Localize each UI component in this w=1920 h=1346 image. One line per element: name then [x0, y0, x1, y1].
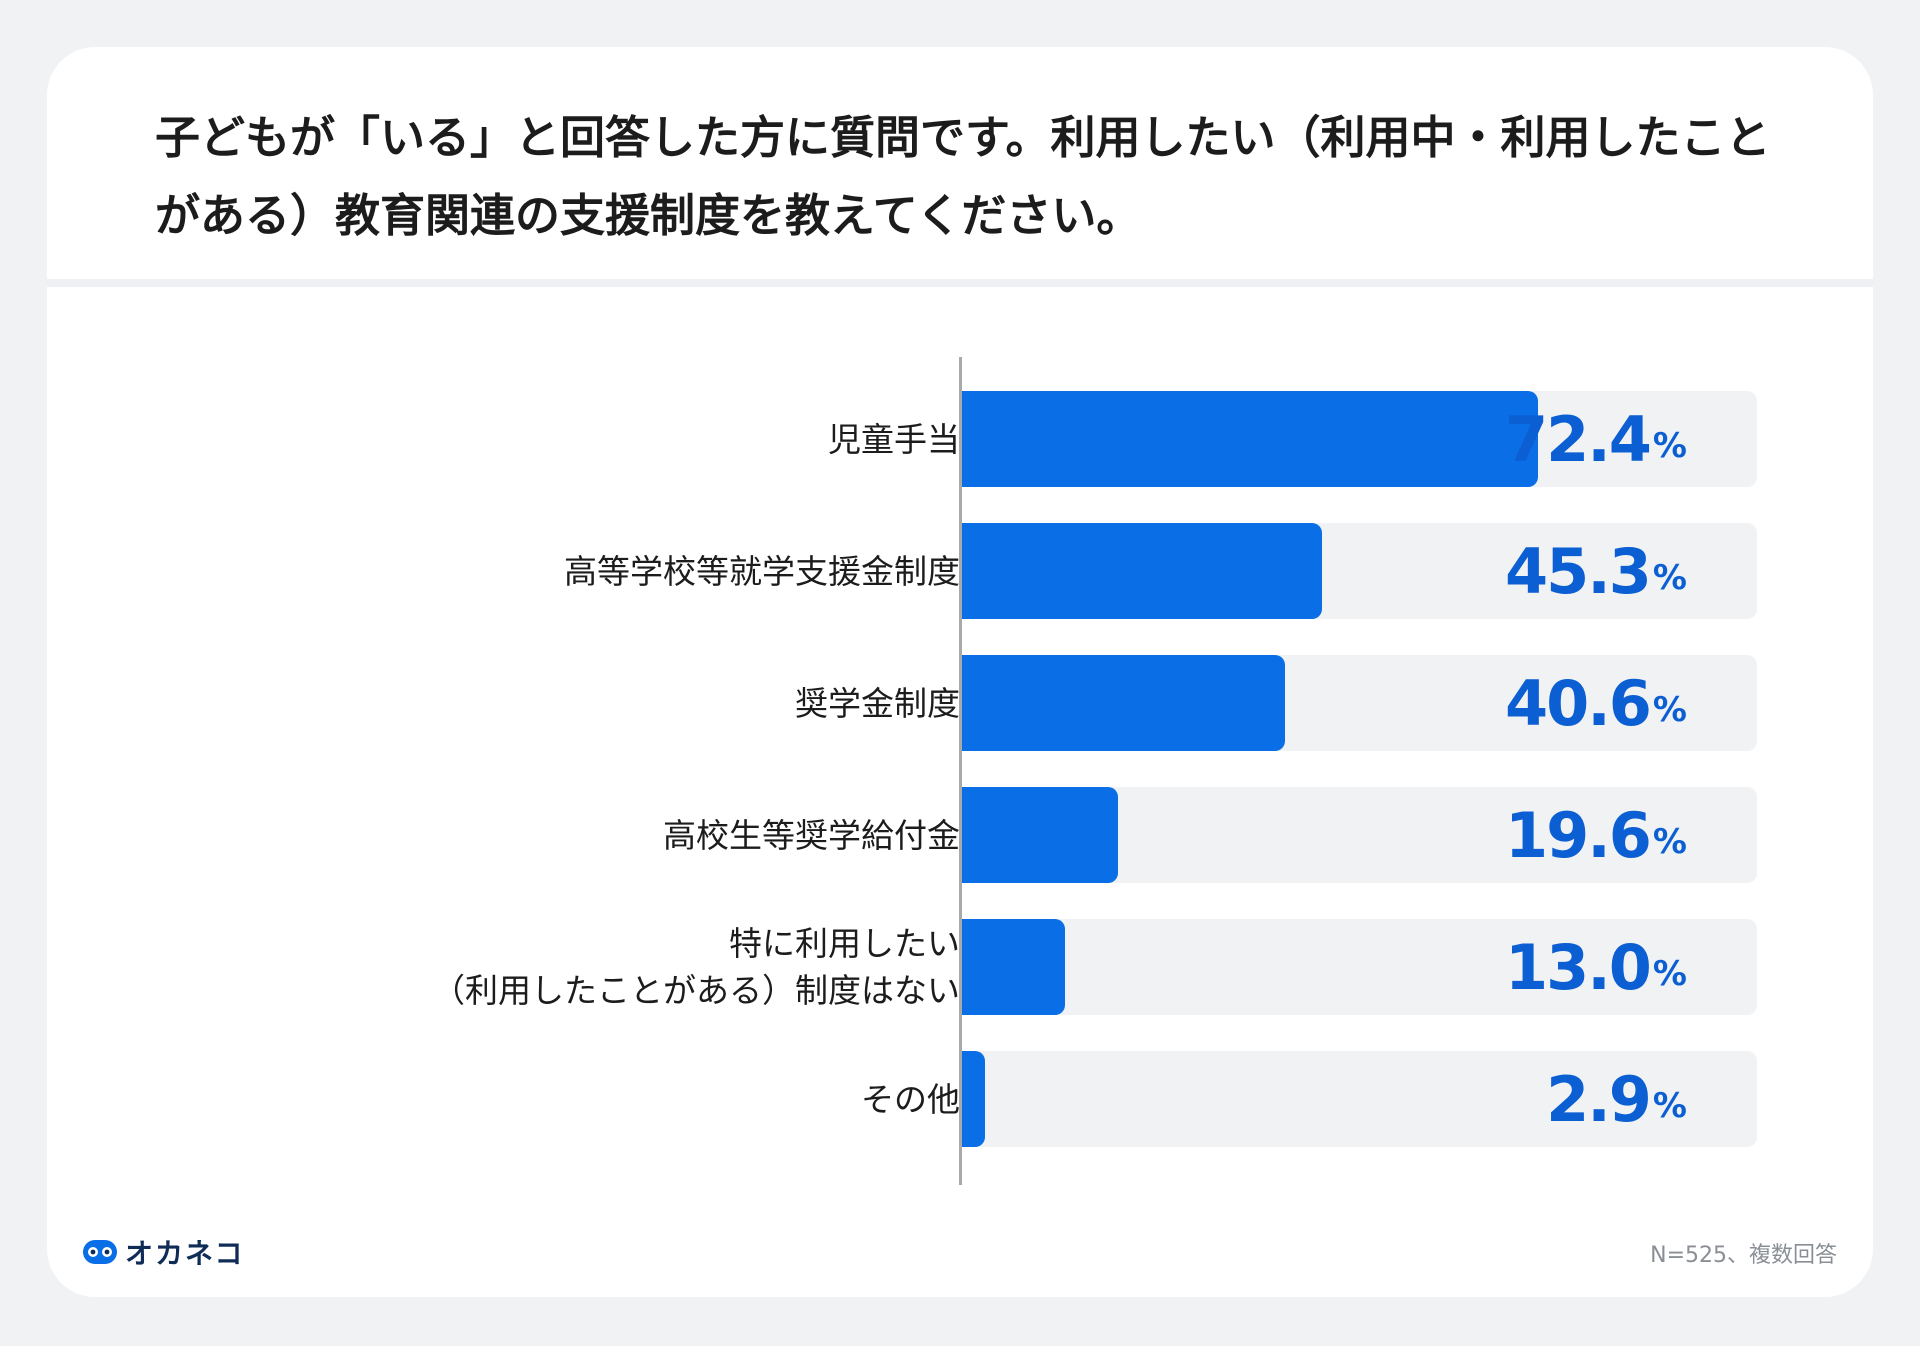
category-label: 高等学校等就学支援金制度	[564, 551, 960, 591]
value-number: 45.3	[1504, 534, 1652, 608]
bar-row: 奨学金制度 40.6%	[47, 655, 1873, 751]
bar	[962, 391, 1538, 487]
value-number: 40.6	[1504, 666, 1652, 740]
category-label: 児童手当	[828, 419, 960, 459]
bar	[962, 1051, 986, 1147]
y-axis-line	[959, 357, 962, 1185]
value-label: 2.9%	[1546, 1051, 1687, 1147]
chart-title: 子どもが「いる」と回答した方に質問です。利用したい（利用中・利用したことがある）…	[155, 111, 1771, 242]
value-label: 19.6%	[1505, 787, 1687, 883]
brand-logo: オカネコ	[83, 1235, 245, 1270]
cat-face-icon	[83, 1240, 117, 1264]
value-label: 13.0%	[1505, 919, 1687, 1015]
bar	[962, 919, 1066, 1015]
value-label: 45.3%	[1505, 523, 1687, 619]
value-unit: %	[1652, 1086, 1687, 1126]
value-unit: %	[1652, 954, 1687, 994]
value-unit: %	[1652, 690, 1687, 730]
category-label: 高校生等奨学給付金	[663, 815, 960, 855]
bar-row: 児童手当 72.4%	[47, 391, 1873, 487]
bar	[962, 523, 1323, 619]
value-number: 13.0	[1504, 930, 1652, 1004]
bar-track	[962, 919, 1757, 1015]
category-label: 奨学金制度	[795, 683, 960, 723]
bar-row: 高等学校等就学支援金制度 45.3%	[47, 523, 1873, 619]
category-label: 特に利用したい （利用したことがある）制度はない	[432, 924, 960, 1010]
bar-row: その他 2.9%	[47, 1051, 1873, 1147]
value-label: 40.6%	[1505, 655, 1687, 751]
value-unit: %	[1652, 426, 1687, 466]
value-number: 2.9	[1546, 1062, 1652, 1136]
value-label: 72.4%	[1505, 391, 1687, 487]
bar	[962, 655, 1285, 751]
value-unit: %	[1652, 558, 1687, 598]
bar-chart: 児童手当 72.4% 高等学校等就学支援金制度 45.3% 奨学金制度 40.6% 高校生等…	[47, 357, 1873, 1197]
bar	[962, 787, 1118, 883]
value-unit: %	[1652, 822, 1687, 862]
value-number: 72.4	[1504, 402, 1652, 476]
category-label: その他	[861, 1079, 960, 1119]
bar-track	[962, 1051, 1757, 1147]
bar-row: 高校生等奨学給付金 19.6%	[47, 787, 1873, 883]
brand-name: オカネコ	[125, 1237, 245, 1270]
bar-row: 特に利用したい （利用したことがある）制度はない 13.0%	[47, 919, 1873, 1015]
value-number: 19.6	[1504, 798, 1652, 872]
title-divider	[47, 279, 1873, 287]
sample-note: N=525、複数回答	[1650, 1243, 1837, 1268]
chart-card: 子どもが「いる」と回答した方に質問です。利用したい（利用中・利用したことがある）…	[47, 47, 1873, 1297]
